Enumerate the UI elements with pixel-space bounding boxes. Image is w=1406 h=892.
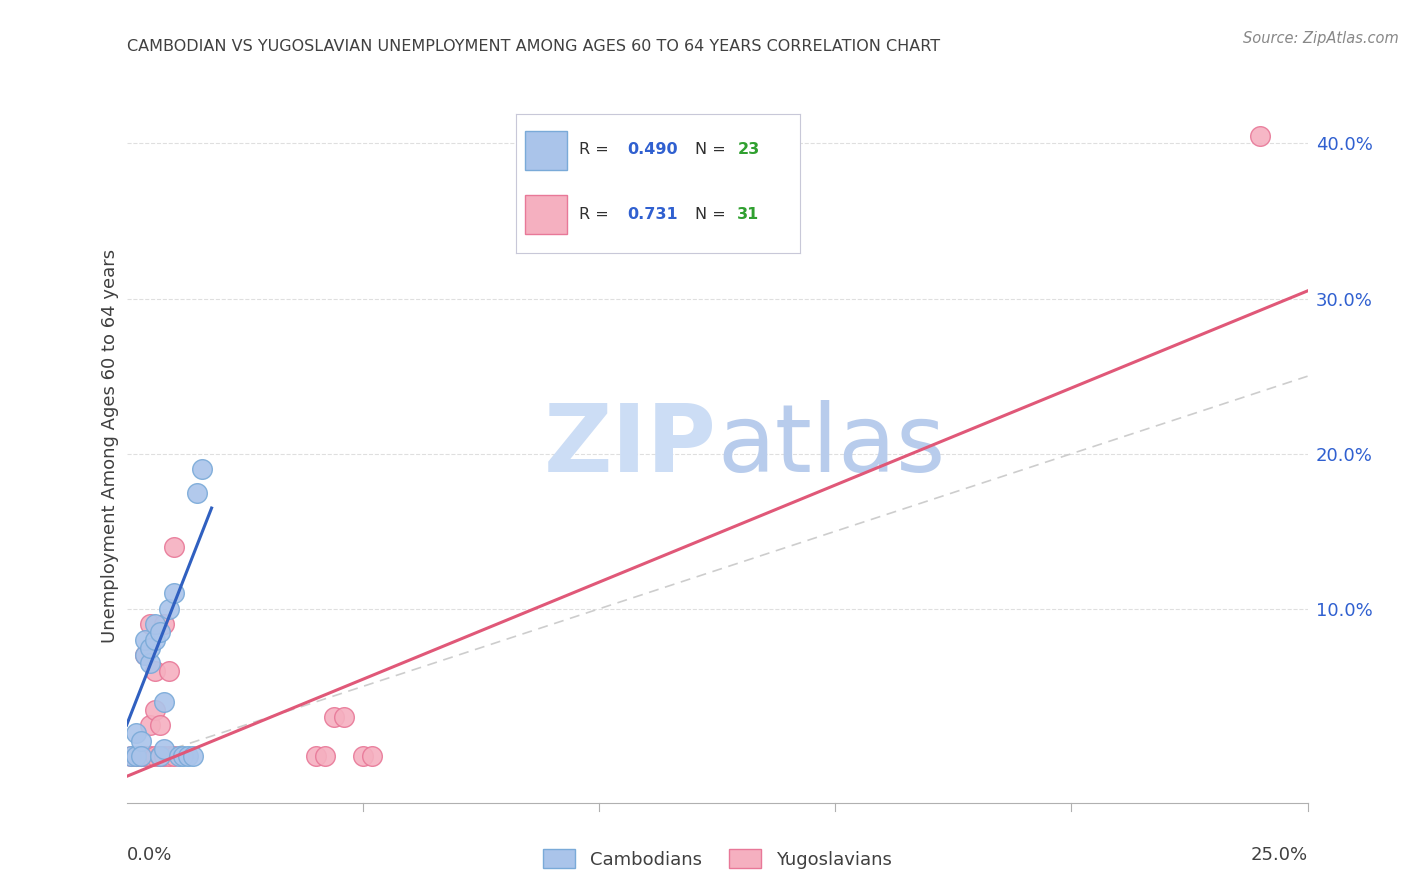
Point	[143, 617, 166, 632]
Text: atlas: atlas	[717, 400, 945, 492]
Point	[157, 749, 180, 764]
Point	[157, 602, 180, 616]
Point	[129, 733, 152, 747]
Point	[323, 710, 346, 724]
Legend: Cambodians, Yugoslavians: Cambodians, Yugoslavians	[536, 842, 898, 876]
Point	[129, 749, 152, 764]
Point	[149, 749, 172, 764]
Point	[120, 749, 142, 764]
Point	[129, 749, 152, 764]
Point	[139, 617, 162, 632]
Y-axis label: Unemployment Among Ages 60 to 64 years: Unemployment Among Ages 60 to 64 years	[101, 249, 120, 643]
Point	[333, 710, 356, 724]
Point	[304, 749, 326, 764]
Point	[153, 617, 176, 632]
Point	[149, 749, 172, 764]
Point	[134, 749, 156, 764]
Point	[129, 749, 152, 764]
Point	[134, 749, 156, 764]
Point	[157, 664, 180, 678]
Point	[139, 718, 162, 732]
Point	[143, 749, 166, 764]
Point	[149, 718, 172, 732]
Point	[163, 540, 186, 554]
Point	[177, 749, 200, 764]
Point	[153, 741, 176, 756]
Point	[139, 749, 162, 764]
Point	[181, 749, 204, 764]
Point	[361, 749, 384, 764]
Text: CAMBODIAN VS YUGOSLAVIAN UNEMPLOYMENT AMONG AGES 60 TO 64 YEARS CORRELATION CHAR: CAMBODIAN VS YUGOSLAVIAN UNEMPLOYMENT AM…	[127, 38, 939, 54]
Text: ZIP: ZIP	[544, 400, 717, 492]
Point	[1249, 128, 1271, 143]
Point	[153, 749, 176, 764]
Point	[125, 749, 148, 764]
Point	[134, 648, 156, 663]
Point	[163, 586, 186, 600]
Point	[143, 664, 166, 678]
Point	[167, 749, 190, 764]
Point	[125, 749, 148, 764]
Point	[352, 749, 374, 764]
Point	[143, 703, 166, 717]
Point	[172, 749, 194, 764]
Point	[139, 640, 162, 655]
Point	[120, 749, 142, 764]
Point	[191, 462, 214, 476]
Point	[149, 625, 172, 640]
Point	[153, 695, 176, 709]
Point	[125, 749, 148, 764]
Point	[143, 632, 166, 647]
Point	[134, 648, 156, 663]
Point	[139, 656, 162, 670]
Point	[186, 485, 208, 500]
Point	[129, 749, 152, 764]
Text: Source: ZipAtlas.com: Source: ZipAtlas.com	[1243, 31, 1399, 46]
Text: 0.0%: 0.0%	[127, 847, 172, 864]
Point	[163, 749, 186, 764]
Point	[314, 749, 336, 764]
Point	[125, 726, 148, 740]
Point	[134, 632, 156, 647]
Point	[149, 749, 172, 764]
Text: 25.0%: 25.0%	[1250, 847, 1308, 864]
